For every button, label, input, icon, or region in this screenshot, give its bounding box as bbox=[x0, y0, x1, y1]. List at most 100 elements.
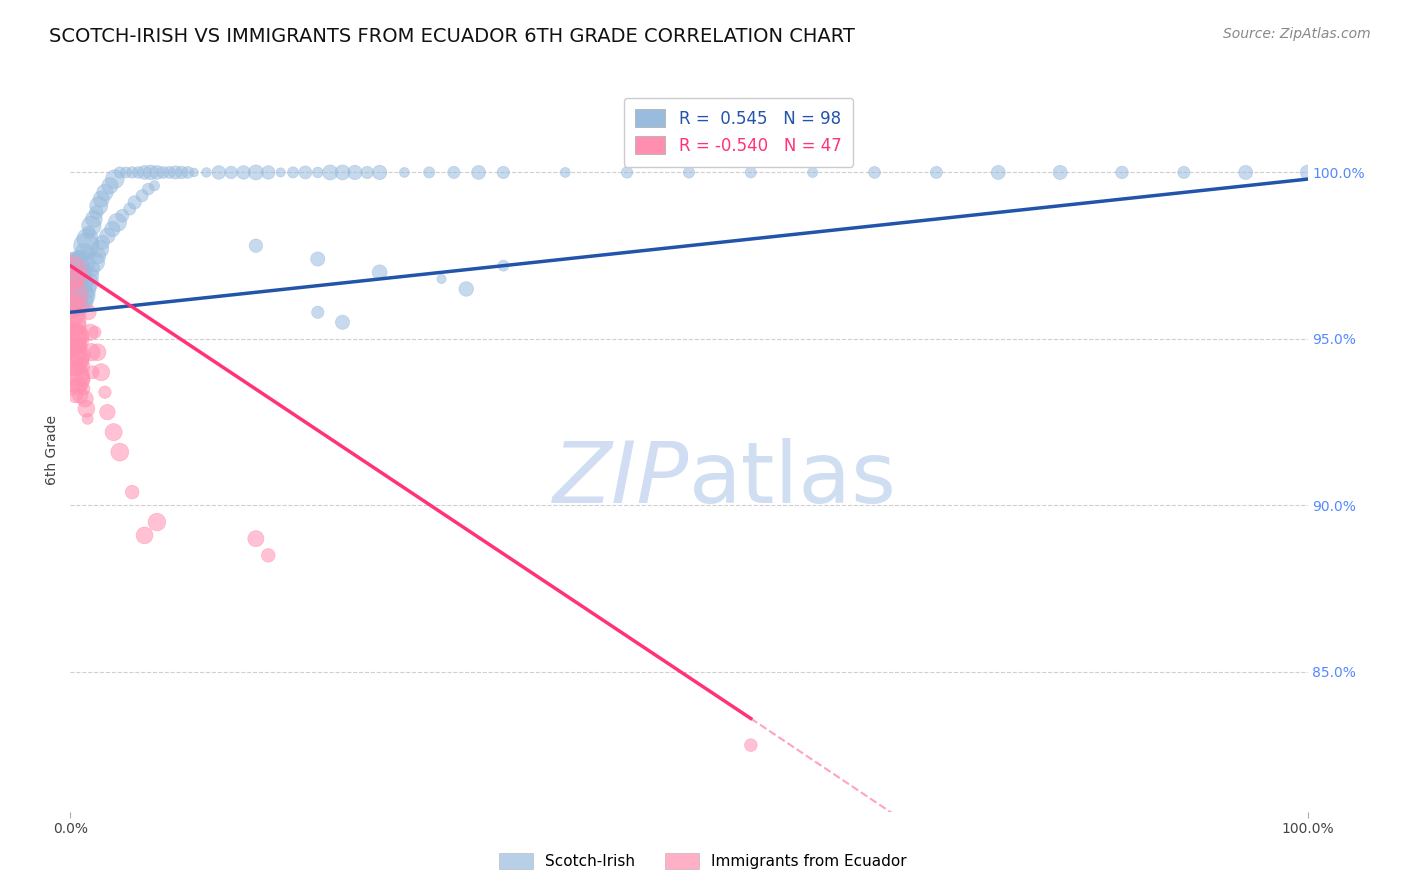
Point bbox=[368, 265, 391, 279]
Point bbox=[104, 172, 127, 186]
Point bbox=[121, 485, 143, 500]
Point bbox=[165, 165, 187, 179]
Point bbox=[219, 165, 242, 179]
Point bbox=[1234, 165, 1257, 179]
Point bbox=[72, 295, 94, 310]
Point bbox=[63, 338, 86, 352]
Point bbox=[67, 252, 90, 266]
Point bbox=[75, 401, 97, 416]
Point bbox=[467, 165, 489, 179]
Point bbox=[60, 312, 83, 326]
Point bbox=[65, 349, 87, 363]
Point bbox=[127, 165, 149, 179]
Point bbox=[69, 265, 91, 279]
Point bbox=[170, 165, 193, 179]
Point bbox=[368, 165, 391, 179]
Point bbox=[62, 282, 84, 296]
Point bbox=[1049, 165, 1071, 179]
Point bbox=[456, 282, 478, 296]
Point bbox=[307, 165, 329, 179]
Point bbox=[69, 388, 91, 402]
Point bbox=[136, 182, 159, 196]
Point bbox=[67, 378, 90, 392]
Point bbox=[1296, 165, 1319, 179]
Point bbox=[84, 255, 107, 269]
Point bbox=[177, 165, 200, 179]
Point bbox=[678, 165, 700, 179]
Point bbox=[134, 528, 156, 542]
Point bbox=[67, 338, 90, 352]
Point bbox=[75, 282, 97, 296]
Point bbox=[98, 178, 121, 193]
Point bbox=[79, 268, 101, 283]
Point bbox=[616, 165, 638, 179]
Point bbox=[86, 345, 108, 359]
Point bbox=[108, 445, 131, 459]
Point bbox=[257, 165, 280, 179]
Point bbox=[183, 165, 205, 179]
Point bbox=[319, 165, 342, 179]
Point bbox=[63, 299, 86, 313]
Point bbox=[118, 202, 141, 216]
Point bbox=[430, 272, 453, 286]
Point bbox=[67, 299, 90, 313]
Text: ZIP: ZIP bbox=[553, 438, 689, 521]
Point bbox=[70, 359, 93, 373]
Point bbox=[94, 186, 117, 200]
Point bbox=[83, 212, 105, 227]
Point bbox=[59, 265, 82, 279]
Point bbox=[554, 165, 576, 179]
Point bbox=[65, 288, 87, 302]
Point bbox=[105, 215, 128, 229]
Point bbox=[146, 515, 169, 529]
Point bbox=[245, 532, 267, 546]
Point bbox=[72, 372, 94, 386]
Point bbox=[925, 165, 948, 179]
Point bbox=[492, 259, 515, 273]
Text: atlas: atlas bbox=[689, 438, 897, 521]
Point bbox=[59, 259, 82, 273]
Point bbox=[143, 178, 166, 193]
Point bbox=[356, 165, 378, 179]
Point bbox=[60, 272, 83, 286]
Point bbox=[59, 332, 82, 346]
Point bbox=[72, 255, 94, 269]
Point bbox=[75, 392, 97, 406]
Point bbox=[65, 318, 87, 333]
Point bbox=[121, 165, 143, 179]
Point bbox=[307, 252, 329, 266]
Point bbox=[76, 412, 98, 426]
Point bbox=[86, 249, 108, 263]
Point bbox=[115, 165, 138, 179]
Point bbox=[96, 228, 118, 243]
Point bbox=[343, 165, 366, 179]
Point bbox=[257, 549, 280, 563]
Point bbox=[740, 738, 762, 752]
Point bbox=[492, 165, 515, 179]
Point bbox=[108, 165, 131, 179]
Point bbox=[76, 232, 98, 246]
Point bbox=[87, 199, 110, 213]
Point bbox=[124, 195, 146, 210]
Point bbox=[80, 345, 103, 359]
Y-axis label: 6th Grade: 6th Grade bbox=[45, 416, 59, 485]
Point bbox=[73, 245, 96, 260]
Point bbox=[131, 188, 153, 202]
Point bbox=[740, 165, 762, 179]
Point bbox=[394, 165, 416, 179]
Point bbox=[134, 165, 156, 179]
Point bbox=[89, 242, 111, 256]
Point bbox=[60, 351, 83, 366]
Point bbox=[84, 325, 107, 339]
Point bbox=[82, 365, 104, 379]
Point bbox=[94, 385, 117, 400]
Point bbox=[69, 349, 91, 363]
Text: SCOTCH-IRISH VS IMMIGRANTS FROM ECUADOR 6TH GRADE CORRELATION CHART: SCOTCH-IRISH VS IMMIGRANTS FROM ECUADOR … bbox=[49, 27, 855, 45]
Point bbox=[443, 165, 465, 179]
Point bbox=[90, 192, 112, 206]
Point bbox=[111, 209, 134, 223]
Point bbox=[1173, 165, 1195, 179]
Point bbox=[84, 205, 107, 219]
Point bbox=[77, 305, 100, 319]
Point bbox=[294, 165, 316, 179]
